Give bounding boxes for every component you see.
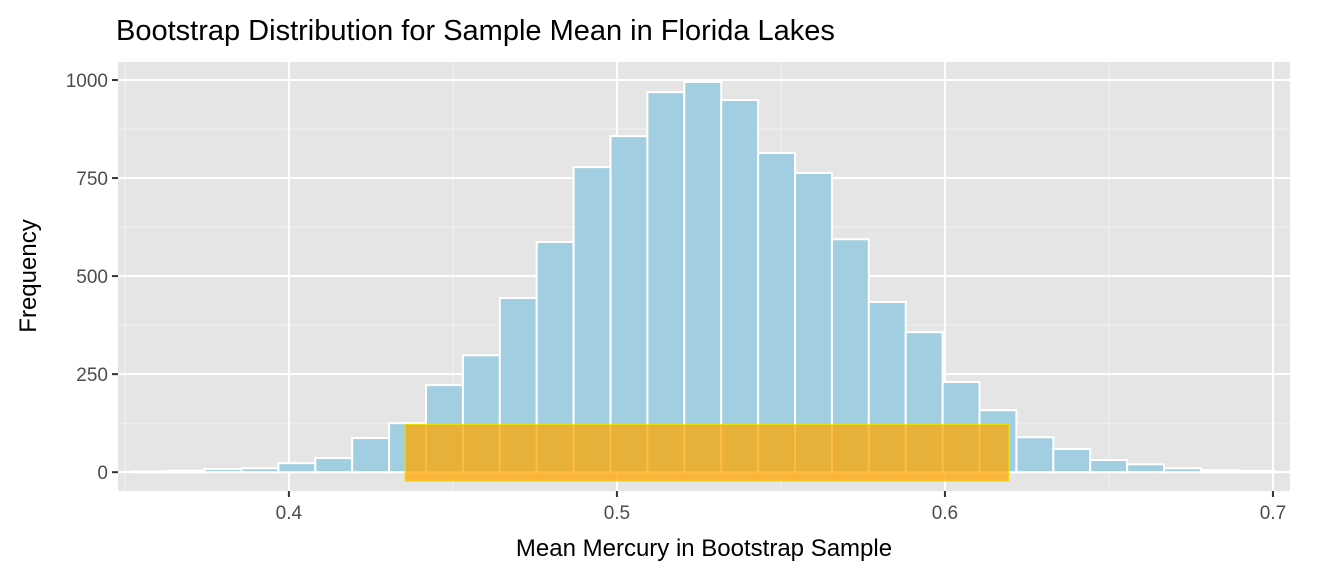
- y-tick-label: 1000: [66, 71, 108, 92]
- histogram-bar: [1199, 469, 1239, 474]
- y-axis-label: Frequency: [15, 219, 42, 332]
- x-tick-label: 0.6: [932, 503, 958, 524]
- histogram-bar: [683, 80, 723, 474]
- x-tick-label: 0.7: [1260, 503, 1286, 524]
- histogram-bar: [351, 437, 391, 474]
- y-tick-label: 500: [76, 267, 108, 288]
- histogram-bar: [646, 91, 686, 474]
- histogram-bar: [203, 468, 243, 474]
- histogram-bar: [572, 166, 612, 474]
- histogram-bar: [1236, 470, 1276, 474]
- histogram-bar: [166, 469, 206, 474]
- y-tick-label: 250: [76, 365, 108, 386]
- histogram-bar: [1163, 467, 1202, 474]
- confidence-interval-rect: [404, 423, 1010, 482]
- histogram-bar: [1015, 436, 1055, 474]
- histogram-bar: [609, 135, 649, 474]
- histogram-bar: [1052, 448, 1092, 474]
- histogram-bar: [240, 467, 280, 474]
- histogram-bar: [1089, 459, 1129, 474]
- x-tick-label: 0.5: [604, 503, 630, 524]
- histogram-bar: [757, 151, 797, 474]
- histogram-bar: [277, 462, 317, 474]
- chart-title: Bootstrap Distribution for Sample Mean i…: [116, 15, 835, 47]
- y-tick-label: 750: [76, 169, 108, 190]
- x-axis-label: Mean Mercury in Bootstrap Sample: [516, 535, 892, 562]
- y-tick-label: 0: [97, 463, 108, 484]
- x-tick-label: 0.4: [276, 503, 303, 524]
- histogram-bar: [314, 457, 354, 474]
- histogram-bar: [1126, 463, 1166, 474]
- histogram-bar: [720, 99, 760, 474]
- histogram-bar: [129, 470, 169, 474]
- axes: 0.4 0.5 0.6 0.7 0 250 500 750 1000: [66, 71, 1286, 524]
